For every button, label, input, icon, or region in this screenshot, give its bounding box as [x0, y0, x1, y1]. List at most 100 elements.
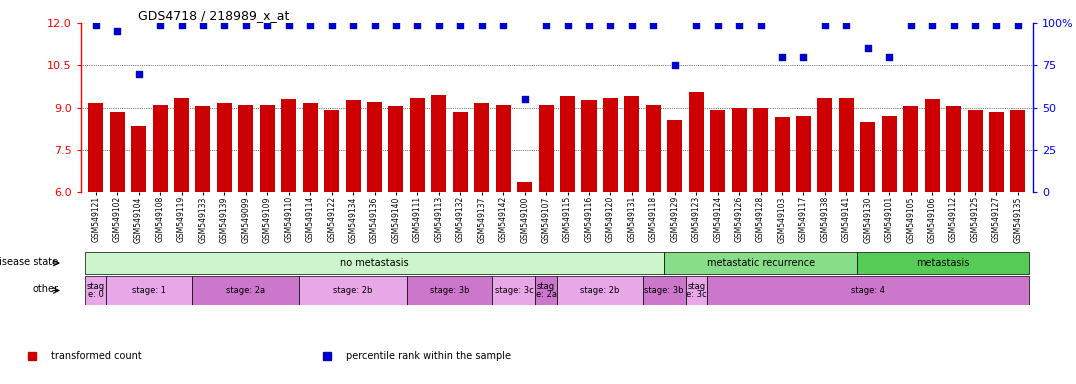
Point — [645, 22, 662, 28]
Bar — [493, 276, 536, 305]
Point — [731, 22, 748, 28]
Point — [280, 22, 297, 28]
Bar — [732, 108, 747, 192]
Bar — [407, 276, 493, 305]
Point — [945, 22, 962, 28]
Text: stage: 2b: stage: 2b — [580, 286, 620, 295]
Point — [301, 22, 318, 28]
Bar — [839, 98, 854, 192]
Text: transformed count: transformed count — [51, 351, 142, 361]
Text: stage: 1: stage: 1 — [132, 286, 167, 295]
Point — [666, 62, 683, 68]
Bar — [881, 116, 896, 192]
Bar — [174, 98, 189, 192]
Bar — [858, 252, 1029, 274]
Bar — [1010, 110, 1025, 192]
Bar — [299, 276, 407, 305]
Bar — [989, 112, 1004, 192]
Text: stage: 3c: stage: 3c — [495, 286, 534, 295]
Bar — [196, 106, 211, 192]
Text: other: other — [32, 284, 58, 294]
Text: stage: 2a: stage: 2a — [226, 286, 266, 295]
Point — [817, 22, 834, 28]
Bar — [796, 116, 811, 192]
Bar — [217, 103, 232, 192]
Bar — [560, 96, 575, 192]
Point — [709, 22, 726, 28]
Text: stag
e: 2a: stag e: 2a — [536, 282, 556, 299]
Bar — [667, 120, 682, 192]
Point — [774, 54, 791, 60]
Text: stag
e: 3c: stag e: 3c — [685, 282, 707, 299]
Text: metastatic recurrence: metastatic recurrence — [707, 258, 815, 268]
Bar — [707, 276, 1029, 305]
Point — [580, 22, 597, 28]
Bar — [685, 276, 707, 305]
Text: stage: 4: stage: 4 — [851, 286, 884, 295]
Bar — [85, 276, 107, 305]
Bar — [410, 98, 425, 192]
Point — [601, 22, 619, 28]
Point — [173, 22, 190, 28]
Point — [923, 22, 940, 28]
Text: no metastasis: no metastasis — [340, 258, 409, 268]
Bar — [302, 103, 317, 192]
Point — [195, 22, 212, 28]
Point — [323, 22, 340, 28]
Bar — [496, 105, 511, 192]
Point — [860, 45, 877, 51]
Text: GDS4718 / 218989_x_at: GDS4718 / 218989_x_at — [138, 9, 289, 22]
Bar — [818, 98, 833, 192]
Bar — [131, 126, 146, 192]
Bar — [239, 105, 253, 192]
Point — [473, 22, 491, 28]
Bar — [903, 106, 918, 192]
Point — [558, 22, 576, 28]
Bar — [536, 276, 557, 305]
Point — [430, 22, 448, 28]
Bar — [345, 101, 360, 192]
Bar — [775, 118, 790, 192]
Text: stage: 3b: stage: 3b — [429, 286, 469, 295]
Text: stage: 2b: stage: 2b — [334, 286, 372, 295]
Bar — [539, 105, 554, 192]
Point — [966, 22, 983, 28]
Bar — [88, 103, 103, 192]
Point — [152, 22, 169, 28]
Point — [366, 22, 383, 28]
Bar — [153, 105, 168, 192]
Bar — [664, 252, 858, 274]
Bar — [646, 105, 661, 192]
Point — [130, 71, 147, 77]
Bar — [475, 103, 490, 192]
Bar — [107, 276, 193, 305]
Point — [87, 22, 104, 28]
Point — [688, 22, 705, 28]
Point — [795, 54, 812, 60]
Bar — [367, 102, 382, 192]
Point — [452, 22, 469, 28]
Bar — [689, 92, 704, 192]
Bar — [946, 106, 961, 192]
Bar — [453, 112, 468, 192]
Bar — [967, 110, 982, 192]
Point — [109, 28, 126, 35]
Bar — [193, 276, 299, 305]
Bar — [431, 95, 447, 192]
Point — [216, 22, 233, 28]
Text: percentile rank within the sample: percentile rank within the sample — [346, 351, 511, 361]
Point — [988, 22, 1005, 28]
Point — [880, 54, 897, 60]
Point — [623, 22, 640, 28]
Point — [495, 22, 512, 28]
Bar — [924, 99, 939, 192]
Point — [409, 22, 426, 28]
Bar — [642, 276, 685, 305]
Point — [902, 22, 919, 28]
Text: metastasis: metastasis — [916, 258, 969, 268]
Point — [752, 22, 769, 28]
Bar — [603, 98, 618, 192]
Bar — [753, 108, 768, 192]
Bar — [581, 101, 596, 192]
Bar — [710, 110, 725, 192]
